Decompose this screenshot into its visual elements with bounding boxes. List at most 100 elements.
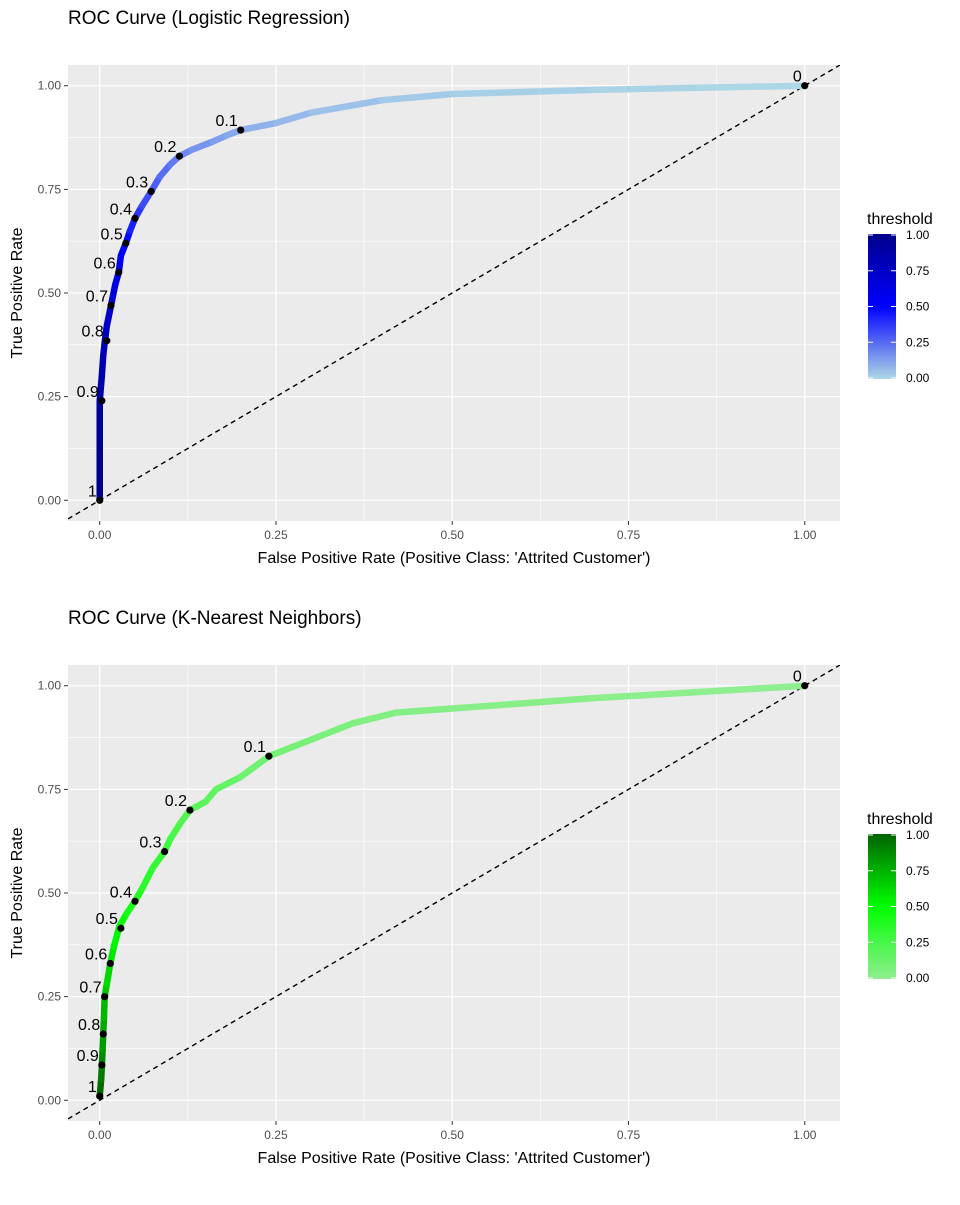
threshold-label: 0.9 <box>77 384 99 401</box>
threshold-label: 0.9 <box>77 1048 99 1065</box>
roc-curve-segment <box>212 773 244 793</box>
y-tick-label: 0.75 <box>38 182 62 196</box>
roc-curve-segment <box>188 138 216 154</box>
roc-curve-segment <box>392 705 456 716</box>
roc-curve-segment <box>589 688 703 702</box>
threshold-point <box>186 806 194 814</box>
legend-title: threshold <box>867 811 933 828</box>
roc-curve-segment <box>350 709 400 727</box>
threshold-point <box>175 152 183 160</box>
roc-panel-logistic-regression: ROC Curve (Logistic Regression) False Po… <box>9 8 933 567</box>
legend-tick-label: 0.25 <box>906 335 930 349</box>
y-tick-label: 0.75 <box>38 782 62 796</box>
legend-tick-label: 0.50 <box>906 900 930 914</box>
y-axis-label: True Positive Rate <box>9 227 26 358</box>
roc-curve-segment <box>237 119 280 134</box>
roc-curve-segment <box>138 864 156 893</box>
threshold-point <box>160 847 169 856</box>
roc-panel-k-nearest-neighbors: ROC Curve (K-Nearest Neighbors) False Po… <box>9 608 933 1167</box>
threshold-label: 0.3 <box>139 835 161 852</box>
x-tick-label: 1.00 <box>793 528 817 542</box>
roc-curve-segment <box>265 736 315 760</box>
threshold-label: 0.8 <box>82 324 104 341</box>
threshold-label: 0.5 <box>101 226 123 243</box>
threshold-point <box>237 126 245 134</box>
threshold-point <box>801 682 809 690</box>
roc-curve-segment <box>272 109 315 127</box>
legend-tick-label: 0.75 <box>906 864 930 878</box>
roc-curve-segment <box>448 86 597 98</box>
threshold-label: 0.6 <box>94 255 116 272</box>
legend-tick-label: 0.50 <box>906 300 930 314</box>
x-tick-label: 0.75 <box>617 528 641 542</box>
x-tick-label: 0.25 <box>264 1128 288 1142</box>
threshold-point <box>131 214 139 222</box>
roc-curve-segment <box>96 372 106 405</box>
legend-title: threshold <box>867 211 933 228</box>
threshold-point <box>107 301 115 310</box>
y-tick-label: 1.00 <box>38 79 62 93</box>
roc-curve-segment <box>166 819 185 843</box>
y-tick-label: 0.50 <box>38 886 62 900</box>
legend-tick-label: 0.25 <box>906 935 930 949</box>
roc-curve-segment <box>307 96 385 116</box>
threshold-label: 0.1 <box>244 739 266 756</box>
threshold-label: 0.5 <box>96 911 118 928</box>
legend-tick-label: 0.00 <box>906 371 930 385</box>
x-tick-label: 0.25 <box>264 528 288 542</box>
threshold-label: 0.7 <box>86 288 108 305</box>
threshold-point <box>96 496 104 504</box>
threshold-point <box>117 924 125 932</box>
x-axis-label: False Positive Rate (Positive Class: 'At… <box>258 1150 651 1167</box>
threshold-point <box>101 993 109 1001</box>
y-tick-label: 1.00 <box>38 679 62 693</box>
legend-tick-label: 1.00 <box>906 228 930 242</box>
chart-title: ROC Curve (K-Nearest Neighbors) <box>68 608 362 629</box>
threshold-label: 1 <box>88 483 97 500</box>
y-tick-label: 0.25 <box>38 390 62 404</box>
y-tick-label: 0.00 <box>38 1093 62 1107</box>
threshold-label: 1 <box>88 1079 97 1096</box>
threshold-point <box>98 397 106 405</box>
threshold-label: 0.1 <box>215 113 237 130</box>
threshold-point <box>99 1030 107 1038</box>
threshold-label: 0.8 <box>78 1017 100 1034</box>
y-tick-label: 0.50 <box>38 286 62 300</box>
legend-tick-label: 1.00 <box>906 828 930 842</box>
threshold-point <box>131 897 139 905</box>
y-axis-label: True Positive Rate <box>9 827 26 958</box>
roc-curve-segment <box>237 752 273 781</box>
x-tick-label: 0.00 <box>88 1128 112 1142</box>
x-tick-label: 0.00 <box>88 528 112 542</box>
threshold-label: 0.6 <box>85 946 107 963</box>
y-tick-label: 0.25 <box>38 990 62 1004</box>
threshold-label: 0 <box>793 669 802 686</box>
threshold-point <box>106 959 114 968</box>
legend-tick-label: 0.00 <box>906 971 930 985</box>
threshold-point <box>96 1092 104 1100</box>
x-axis-label: False Positive Rate (Positive Class: 'At… <box>258 550 651 567</box>
threshold-point <box>115 268 123 276</box>
y-tick-label: 0.00 <box>38 493 62 507</box>
threshold-label: 0.7 <box>79 980 101 997</box>
threshold-label: 0.2 <box>154 139 176 156</box>
x-tick-label: 0.50 <box>441 1128 465 1142</box>
x-tick-label: 0.50 <box>441 528 465 542</box>
roc-curve-segment <box>695 682 808 696</box>
x-tick-label: 0.75 <box>617 1128 641 1142</box>
threshold-label: 0.4 <box>110 201 132 218</box>
x-tick-label: 1.00 <box>793 1128 817 1142</box>
roc-curve-segment <box>448 694 597 712</box>
roc-curve-segment <box>307 719 357 743</box>
threshold-point <box>265 752 273 760</box>
threshold-label: 0.2 <box>165 793 187 810</box>
roc-curve-segment <box>98 351 107 380</box>
threshold-point <box>801 82 809 90</box>
roc-curve-segment <box>589 84 703 94</box>
threshold-label: 0.4 <box>110 884 132 901</box>
chart-title: ROC Curve (Logistic Regression) <box>68 8 350 29</box>
roc-curve-segment <box>695 82 808 92</box>
threshold-point <box>98 1061 106 1069</box>
threshold-point <box>103 337 111 345</box>
